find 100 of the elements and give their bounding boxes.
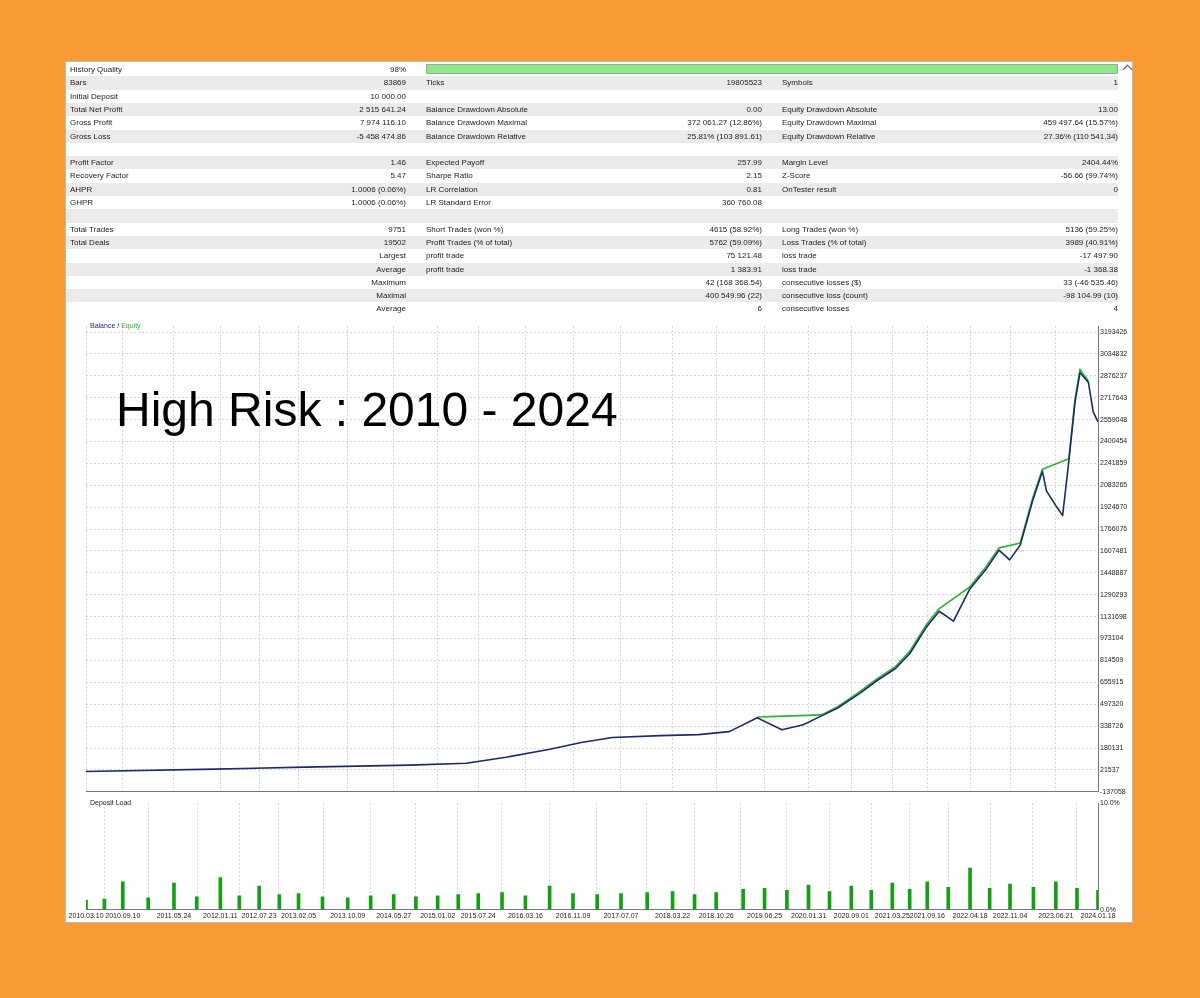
text: LR Correlation [426,184,478,194]
text: GHPR [70,198,94,207]
text: 42 (168 368.54) [705,277,762,287]
text: -17 497.90 [1079,251,1118,261]
text: History Quality [70,65,123,74]
text: Symbols [782,78,813,88]
text: Short Trades (won %) [426,224,504,234]
text: consecutive loss (count) [782,291,868,301]
text: Maximal [376,291,406,301]
text: 2404.44% [1081,158,1118,168]
text: Total Net Profit [70,104,123,114]
text: Total Trades [70,224,114,234]
text: -98 104.99 (10) [1063,291,1118,301]
text: Recovery Factor [70,171,129,181]
text: 98% [389,65,406,74]
bar [476,893,481,910]
text: 0 [1113,184,1118,194]
text: 1.46 [390,158,406,168]
bar [849,885,854,910]
text: Maximum [371,277,406,287]
bar [619,893,623,910]
text: loss trade [782,251,817,261]
text: 5.47 [390,171,406,181]
text: 400 549.96 (22) [705,291,762,301]
text: Bars [70,78,87,88]
text: 19502 [383,237,406,247]
text: 27.36% (110 541.34) [1043,131,1118,141]
text: 33 (-46 535.46) [1063,277,1118,287]
text: profit trade [426,251,465,261]
text: High Risk : 2010 - 2024 [116,382,618,437]
bar [257,885,261,910]
bar [925,881,930,910]
bar [456,894,461,910]
bar [890,882,895,910]
text: 4615 (58.92%) [709,224,762,234]
text: Z-Score [782,171,811,181]
bar [741,889,745,910]
text: 4 [1113,304,1118,314]
text: Balance Drawdown Maximal [426,118,527,128]
bar [1075,887,1079,910]
text: AHPR [70,184,93,194]
text: 0.81 [746,184,762,194]
text: profit trade [426,264,465,274]
text: 9751 [388,224,406,234]
bar [1008,883,1012,910]
text: 10 000.00 [370,91,406,101]
bar [172,882,176,910]
text: Balance Drawdown Relative [426,131,527,141]
text: Loss Trades (% of total) [782,237,867,247]
text: 1.0006 (0.06%) [351,198,406,207]
text: Equity Drawdown Maximal [782,118,877,128]
text: consecutive losses ($) [782,277,862,287]
text: Gross Profit [70,118,113,128]
text: 0.00 [746,104,762,114]
text: 459 497.64 (15.57%) [1043,118,1118,128]
text: 1.0006 (0.06%) [351,184,406,194]
text: 75 121.48 [726,251,762,261]
text: Gross Loss [70,131,111,141]
text: 2 515 641.24 [359,104,406,114]
text: Average [376,304,406,314]
text: consecutive losses [782,304,850,314]
bar [414,896,418,910]
text: Sharpe Ratio [426,171,473,181]
text: loss trade [782,264,817,274]
bar [869,890,874,910]
text: 5762 (59.09%) [709,237,762,247]
text: 5136 (59.25%) [1065,224,1118,234]
bar [714,892,718,910]
bar [146,897,151,910]
text: 7 974 116.10 [359,118,406,128]
text: 25.81% (103 891.61) [687,131,762,141]
text: LR Standard Error [426,198,491,207]
text: 2.15 [746,171,762,181]
bar [120,881,125,910]
bar [345,897,350,910]
text: 3989 (40.91%) [1065,237,1118,247]
text: 83869 [383,78,406,88]
bar [1053,881,1058,910]
text: Long Trades (won %) [782,224,859,234]
bar [194,896,199,910]
bar [785,890,789,910]
text: Profit Trades (% of total) [426,237,513,247]
text: Total Deals [70,237,110,247]
text: Margin Level [782,158,828,168]
bar [968,867,972,910]
text: 360 760.08 [721,198,762,207]
text: Largest [379,251,406,261]
text: 6 [757,304,762,314]
bar [368,895,373,910]
text: Ticks [426,78,445,88]
text: OnTester result [782,184,837,194]
text: Balance Drawdown Absolute [426,104,528,114]
text: Average [376,264,406,274]
bar [277,894,282,910]
text: 372 061.27 (12.86%) [687,118,762,128]
text: Equity Drawdown Relative [782,131,876,141]
text: 1 [1113,78,1118,88]
bar [571,893,575,910]
text: 257.99 [737,158,762,168]
text: 13.00 [1097,104,1118,114]
